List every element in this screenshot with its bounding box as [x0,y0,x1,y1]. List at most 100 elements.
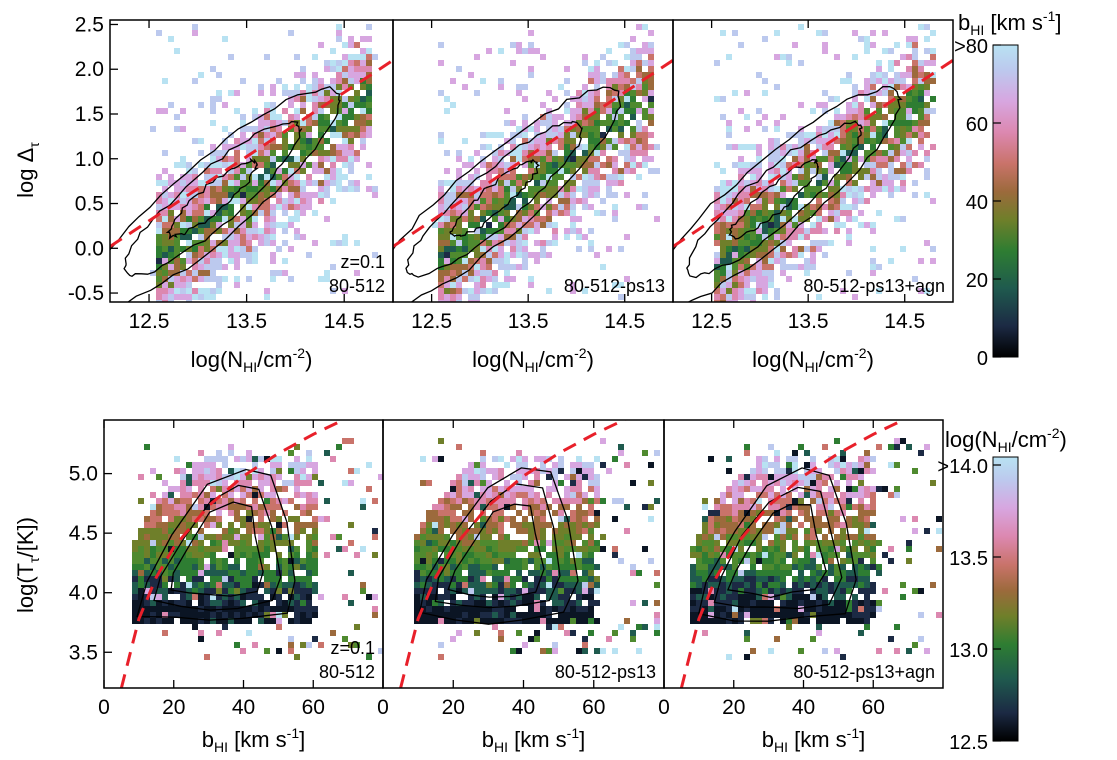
heatmap-cell [300,78,306,84]
heatmap-cell [486,264,492,270]
heatmap-cell [252,144,258,150]
heatmap-cell [162,246,168,252]
heatmap-cell [516,252,522,258]
heatmap-cell [294,228,300,234]
heatmap-cell [354,60,360,66]
heatmap-cell [798,180,804,186]
heatmap-cell [162,300,168,302]
heatmap-cell [342,84,348,90]
heatmap-cell [498,234,504,240]
heatmap-cell [216,240,222,246]
heatmap-cell [528,174,534,180]
heatmap-cell [156,246,162,252]
heatmap-cell [498,78,504,84]
heatmap-cell [612,102,618,108]
heatmap-cell [564,132,570,138]
heatmap-cell [264,228,270,234]
heatmap-cell [498,222,504,228]
heatmap-cell [198,204,204,210]
heatmap-cell [636,84,642,90]
heatmap-cell [276,180,282,186]
heatmap-cell [648,78,654,84]
heatmap-cell [300,186,306,192]
heatmap-cell [864,168,870,174]
heatmap-cell [594,192,600,198]
heatmap-cell [498,84,504,90]
heatmap-cell [762,180,768,186]
heatmap-cell [174,264,180,270]
heatmap-cell [162,270,168,276]
heatmap-cell [438,222,444,228]
heatmap-cell [366,96,372,102]
heatmap-cell [762,216,768,222]
heatmap-cell [486,246,492,252]
heatmap-cell [486,288,492,294]
heatmap-cell [252,138,258,144]
heatmap-cell [210,150,216,156]
heatmap-cell [522,96,528,102]
heatmap-cell [186,294,192,300]
heatmap-cell [258,144,264,150]
heatmap-cell [216,264,222,270]
heatmap-cell [528,252,534,258]
heatmap-cell [174,216,180,222]
heatmap-cell [642,126,648,132]
x-tick-label: 13.5 [508,310,549,333]
heatmap-cell [624,192,630,198]
heatmap-cell [732,294,738,300]
heatmap-cell [312,102,318,108]
heatmap-cell [564,186,570,192]
heatmap-cell [456,66,462,72]
heatmap-cell [606,186,612,192]
heatmap-cell [288,198,294,204]
heatmap-cell [342,288,348,294]
heatmap-cell [300,204,306,210]
heatmap-cell [528,66,534,72]
heatmap-cell [852,102,858,108]
heatmap-cell [234,180,240,186]
heatmap-cell [288,192,294,198]
heatmap-cell [300,144,306,150]
heatmap-cell [852,138,858,144]
heatmap-cell [264,54,270,60]
heatmap-cell [306,138,312,144]
heatmap-cell [492,204,498,210]
heatmap-cell [270,114,276,120]
heatmap-cell [222,186,228,192]
heatmap-cell [342,108,348,114]
heatmap-cell [264,198,270,204]
heatmap-cell [480,246,486,252]
heatmap-cell [288,144,294,150]
heatmap-cell [228,162,234,168]
heatmap-cell [588,120,594,126]
heatmap-cell [834,126,840,132]
heatmap-cell [330,162,336,168]
heatmap-cell [156,174,162,180]
heatmap-cell [510,276,516,282]
heatmap-cell [498,150,504,156]
heatmap-cell [288,174,294,180]
heatmap-cell [300,180,306,186]
heatmap-cell [864,126,870,132]
heatmap-cell [546,144,552,150]
heatmap-cell [828,96,834,102]
heatmap-cell [474,90,480,96]
heatmap-cell [240,252,246,258]
heatmap-cell [564,204,570,210]
heatmap-cell [354,156,360,162]
heatmap-cell [516,204,522,210]
heatmap-cell [180,258,186,264]
heatmap-cell [282,258,288,264]
heatmap-cell [858,198,864,204]
heatmap-cell [630,168,636,174]
heatmap-cell [258,210,264,216]
heatmap-cell [636,108,642,114]
heatmap-cell [534,48,540,54]
heatmap-cell [270,210,276,216]
heatmap-cell [492,270,498,276]
heatmap-cell [504,168,510,174]
heatmap-cell [606,144,612,150]
heatmap-cell [348,66,354,72]
fit-line [110,59,393,248]
heatmap-cell [324,270,330,276]
